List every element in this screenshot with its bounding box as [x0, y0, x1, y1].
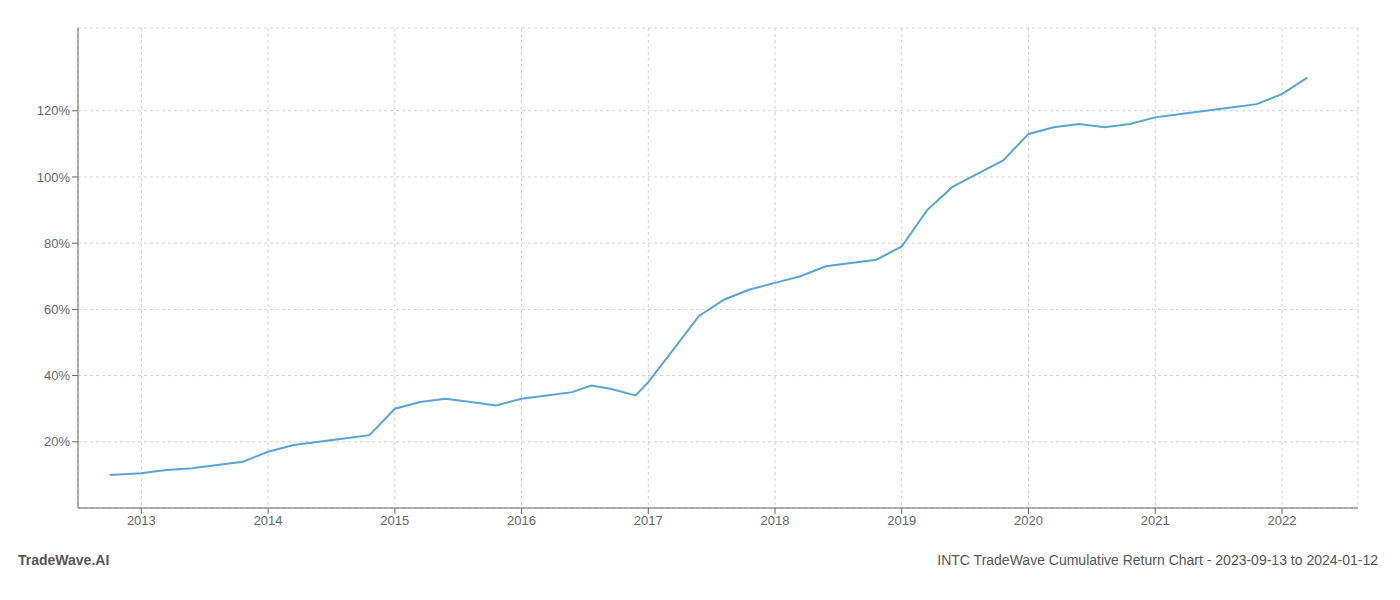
svg-text:80%: 80%: [44, 236, 70, 251]
svg-text:2020: 2020: [1014, 513, 1043, 528]
svg-text:2014: 2014: [254, 513, 283, 528]
svg-text:60%: 60%: [44, 302, 70, 317]
svg-text:2018: 2018: [761, 513, 790, 528]
svg-text:2013: 2013: [127, 513, 156, 528]
svg-text:2016: 2016: [507, 513, 536, 528]
svg-text:2021: 2021: [1141, 513, 1170, 528]
html-text:TradeWave.AI: TradeWave.AI: [18, 552, 110, 568]
svg-text:2017: 2017: [634, 513, 663, 528]
html-text:INTC TradeWave Cumulative Retu: INTC TradeWave Cumulative Return Chart -…: [937, 552, 1378, 568]
svg-text:2022: 2022: [1267, 513, 1296, 528]
svg-text:2015: 2015: [380, 513, 409, 528]
svg-text:100%: 100%: [37, 170, 71, 185]
svg-text:2019: 2019: [887, 513, 916, 528]
svg-text:40%: 40%: [44, 368, 70, 383]
svg-text:20%: 20%: [44, 434, 70, 449]
svg-text:120%: 120%: [37, 103, 71, 118]
